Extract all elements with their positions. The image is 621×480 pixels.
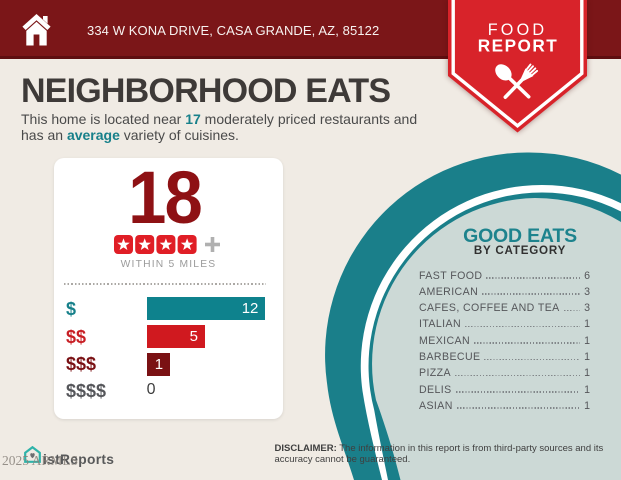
svg-text:FOOD: FOOD: [488, 21, 548, 39]
svg-text:REPORT: REPORT: [478, 36, 559, 56]
